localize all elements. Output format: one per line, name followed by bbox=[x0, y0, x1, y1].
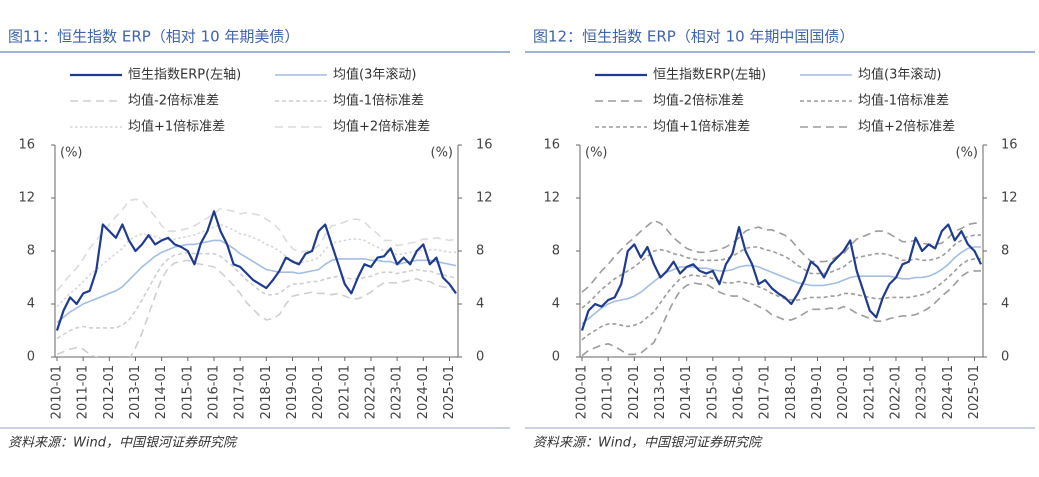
x-tick-label: 2013-01 bbox=[653, 365, 668, 419]
y2-tick-label: 12 bbox=[1001, 191, 1018, 206]
y-unit: (%) bbox=[60, 146, 83, 161]
y2-tick-label: 0 bbox=[476, 350, 484, 365]
y-tick-label: 8 bbox=[27, 244, 35, 259]
x-tick-label: 2023-01 bbox=[390, 365, 405, 419]
y-tick-label: 16 bbox=[18, 138, 35, 153]
legend-label: 恒生指数ERP(左轴) bbox=[128, 68, 241, 83]
x-tick-label: 2025-01 bbox=[442, 365, 457, 419]
x-tick-label: 2018-01 bbox=[259, 365, 274, 419]
y-tick-label: 4 bbox=[27, 297, 35, 312]
y-tick-label: 8 bbox=[552, 244, 560, 259]
erp-line bbox=[580, 223, 982, 331]
source-note: 资料来源：Wind，中国银河证券研究院 bbox=[533, 435, 763, 451]
y-tick-label: 16 bbox=[543, 138, 560, 153]
legend-label: 均值-2倍标准差 bbox=[653, 93, 744, 109]
y2-tick-label: 16 bbox=[476, 138, 493, 153]
legend-label: 均值(3年滚动) bbox=[333, 67, 416, 83]
y-tick-label: 12 bbox=[18, 191, 35, 206]
x-tick-label: 2023-01 bbox=[915, 365, 930, 419]
x-tick-label: 2014-01 bbox=[679, 365, 694, 419]
y2-tick-label: 8 bbox=[476, 244, 484, 259]
x-tick-label: 2017-01 bbox=[758, 365, 773, 419]
legend-label: 均值+1倍标准差 bbox=[128, 119, 225, 135]
x-tick-label: 2019-01 bbox=[810, 365, 825, 419]
x-tick-label: 2025-01 bbox=[967, 365, 982, 419]
legend-label: 均值+2倍标准差 bbox=[858, 119, 955, 135]
y-tick-label: 0 bbox=[552, 350, 560, 365]
x-tick-label: 2011-01 bbox=[76, 365, 91, 419]
band-line bbox=[56, 259, 457, 357]
band-line bbox=[581, 270, 981, 357]
y-tick-label: 12 bbox=[543, 191, 560, 206]
x-tick-label: 2011-01 bbox=[601, 365, 616, 419]
legend-label: 均值-1倍标准差 bbox=[858, 93, 949, 109]
x-tick-label: 2014-01 bbox=[154, 365, 169, 419]
band-line bbox=[581, 246, 981, 325]
legend-label: 均值-1倍标准差 bbox=[333, 93, 424, 109]
y2-unit: (%) bbox=[956, 146, 979, 161]
legend-label: 恒生指数ERP(左轴) bbox=[653, 68, 766, 83]
chart-panel: 图11：恒生指数 ERP（相对 10 年期美债） 0 4 8 12 16 0 4 8 12 16 (%… bbox=[0, 28, 510, 451]
x-tick-label: 2016-01 bbox=[731, 365, 746, 419]
x-tick-label: 2015-01 bbox=[705, 365, 720, 419]
x-tick-label: 2010-01 bbox=[50, 365, 65, 419]
y2-tick-label: 0 bbox=[1001, 350, 1009, 365]
plot-area bbox=[55, 198, 457, 357]
x-tick-label: 2018-01 bbox=[784, 365, 799, 419]
y-unit: (%) bbox=[585, 146, 608, 161]
erp-line bbox=[55, 210, 457, 331]
chart-title: 图11：恒生指数 ERP（相对 10 年期美债） bbox=[8, 28, 299, 46]
band-line bbox=[581, 258, 981, 341]
band-line bbox=[581, 234, 981, 309]
legend-label: 均值-2倍标准差 bbox=[128, 93, 219, 109]
x-tick-label: 2015-01 bbox=[180, 365, 195, 419]
y2-tick-label: 12 bbox=[476, 191, 493, 206]
source-note: 资料来源：Wind，中国银河证券研究院 bbox=[8, 435, 238, 451]
plot-area bbox=[580, 219, 982, 357]
x-tick-label: 2021-01 bbox=[862, 365, 877, 419]
y-tick-label: 0 bbox=[27, 350, 35, 365]
x-tick-label: 2020-01 bbox=[836, 365, 851, 419]
x-tick-label: 2013-01 bbox=[128, 365, 143, 419]
y2-tick-label: 8 bbox=[1001, 244, 1009, 259]
x-tick-label: 2022-01 bbox=[888, 365, 903, 419]
band-line bbox=[56, 198, 457, 292]
x-tick-label: 2020-01 bbox=[311, 365, 326, 419]
band-line bbox=[56, 251, 457, 340]
y-tick-label: 4 bbox=[552, 297, 560, 312]
legend-label: 均值+1倍标准差 bbox=[653, 119, 750, 135]
x-tick-label: 2012-01 bbox=[102, 365, 117, 419]
x-tick-label: 2010-01 bbox=[575, 365, 590, 419]
x-tick-label: 2017-01 bbox=[233, 365, 248, 419]
x-tick-label: 2024-01 bbox=[416, 365, 431, 419]
band-line bbox=[56, 239, 457, 324]
x-tick-label: 2012-01 bbox=[627, 365, 642, 419]
legend-label: 均值(3年滚动) bbox=[858, 67, 941, 83]
x-tick-label: 2022-01 bbox=[363, 365, 378, 419]
x-tick-label: 2019-01 bbox=[285, 365, 300, 419]
y2-tick-label: 4 bbox=[1001, 297, 1009, 312]
x-tick-label: 2024-01 bbox=[941, 365, 956, 419]
chart-panel: 图12：恒生指数 ERP（相对 10 年期中国国债） 0 4 8 12 16 0 4 8 12 16… bbox=[525, 28, 1035, 451]
y2-tick-label: 16 bbox=[1001, 138, 1018, 153]
y2-tick-label: 4 bbox=[476, 297, 484, 312]
legend-label: 均值+2倍标准差 bbox=[333, 119, 430, 135]
chart-title: 图12：恒生指数 ERP（相对 10 年期中国国债） bbox=[533, 28, 854, 46]
x-tick-label: 2021-01 bbox=[337, 365, 352, 419]
y2-unit: (%) bbox=[431, 146, 454, 161]
x-tick-label: 2016-01 bbox=[206, 365, 221, 419]
